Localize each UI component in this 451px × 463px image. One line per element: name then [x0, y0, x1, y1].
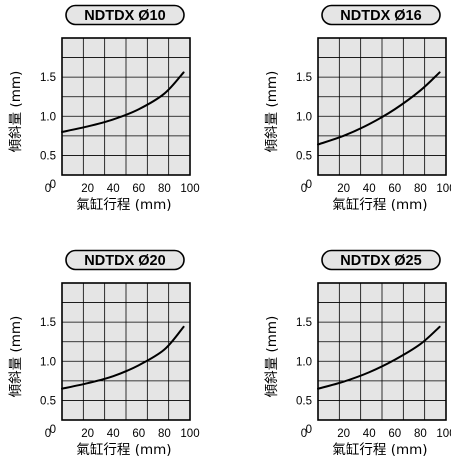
- y-axis-label: 傾斜量 (mm): [8, 71, 24, 153]
- title-pill: [65, 4, 185, 26]
- data-curve: [317, 71, 441, 146]
- x-tick-label: 80: [414, 428, 427, 440]
- y-tick-label: 1.5: [296, 72, 312, 84]
- x-tick-label: 20: [337, 183, 350, 195]
- chart-panel-3: NDTDX Ø20 0 0.5 1.0 1.5 0 20 40 60 80 100 氣缸行程 (mm)…: [8, 249, 200, 458]
- x-tick-label: 60: [388, 183, 401, 195]
- chart-title: NDTDX Ø16: [340, 8, 421, 24]
- y-tick-label: 0: [50, 424, 56, 436]
- x-tick-label: 20: [81, 428, 94, 440]
- x-tick-label: 60: [132, 183, 145, 195]
- title-pill: [65, 249, 185, 271]
- y-tick-label: 1.5: [40, 317, 56, 329]
- y-tick-label: 1.0: [40, 356, 56, 368]
- plot-frame: [61, 282, 191, 421]
- x-tick-label: 20: [81, 183, 94, 195]
- y-tick-label: 0: [306, 179, 312, 191]
- y-tick-label: 0.5: [296, 395, 312, 407]
- x-tick-label: 80: [158, 183, 171, 195]
- x-tick-label: 80: [158, 428, 171, 440]
- chart-panel-2: NDTDX Ø16 0 0.5 1.0 1.5 0 20 40 60 80 100 氣缸行程 (mm)…: [264, 4, 451, 213]
- x-tick-label: 40: [107, 183, 120, 195]
- data-curve: [61, 325, 185, 390]
- plot-frame: [61, 37, 191, 176]
- chart-title: NDTDX Ø25: [340, 253, 421, 269]
- y-tick-label: 1.0: [40, 111, 56, 123]
- y-tick-label: 1.5: [296, 317, 312, 329]
- x-tick-label: 20: [337, 428, 350, 440]
- y-tick-label: 1.0: [296, 111, 312, 123]
- y-axis-label: 傾斜量 (mm): [264, 316, 280, 398]
- title-pill: [321, 249, 441, 271]
- x-axis-label: 氣缸行程 (mm): [76, 196, 171, 213]
- x-tick-label: 100: [180, 183, 199, 195]
- y-axis-label: 傾斜量 (mm): [8, 316, 24, 398]
- x-tick-label: 0: [301, 183, 307, 195]
- data-curve: [317, 325, 441, 390]
- x-tick-label: 0: [301, 428, 307, 440]
- plot-frame: [317, 37, 447, 176]
- plot-frame: [317, 282, 447, 421]
- x-axis-label: 氣缸行程 (mm): [332, 441, 427, 458]
- y-tick-label: 0: [50, 179, 56, 191]
- y-axis-label: 傾斜量 (mm): [264, 71, 280, 153]
- chart-title: NDTDX Ø20: [84, 253, 165, 269]
- x-tick-label: 100: [436, 183, 451, 195]
- x-tick-label: 80: [414, 183, 427, 195]
- data-curve: [61, 71, 185, 133]
- y-tick-label: 1.0: [296, 356, 312, 368]
- chart-panel-4: NDTDX Ø25 0 0.5 1.0 1.5 0 20 40 60 80 100 氣缸行程 (mm)…: [264, 249, 451, 458]
- x-tick-label: 40: [363, 183, 376, 195]
- title-pill: [321, 4, 441, 26]
- y-tick-label: 0.5: [40, 395, 56, 407]
- y-tick-label: 0: [306, 424, 312, 436]
- x-axis-label: 氣缸行程 (mm): [76, 441, 171, 458]
- x-tick-label: 40: [107, 428, 120, 440]
- x-axis-label: 氣缸行程 (mm): [332, 196, 427, 213]
- x-tick-label: 60: [132, 428, 145, 440]
- x-tick-label: 60: [388, 428, 401, 440]
- chart-panel-1: NDTDX Ø10 0 0.5 1.0 1.5 0 20 40 60 80 100 氣缸行程 (mm)…: [8, 4, 200, 213]
- y-tick-label: 0.5: [40, 150, 56, 162]
- x-tick-label: 100: [180, 428, 199, 440]
- x-tick-label: 40: [363, 428, 376, 440]
- x-tick-label: 100: [436, 428, 451, 440]
- chart-title: NDTDX Ø10: [84, 8, 165, 24]
- x-tick-label: 0: [45, 428, 51, 440]
- y-tick-label: 1.5: [40, 72, 56, 84]
- y-tick-label: 0.5: [296, 150, 312, 162]
- x-tick-label: 0: [45, 183, 51, 195]
